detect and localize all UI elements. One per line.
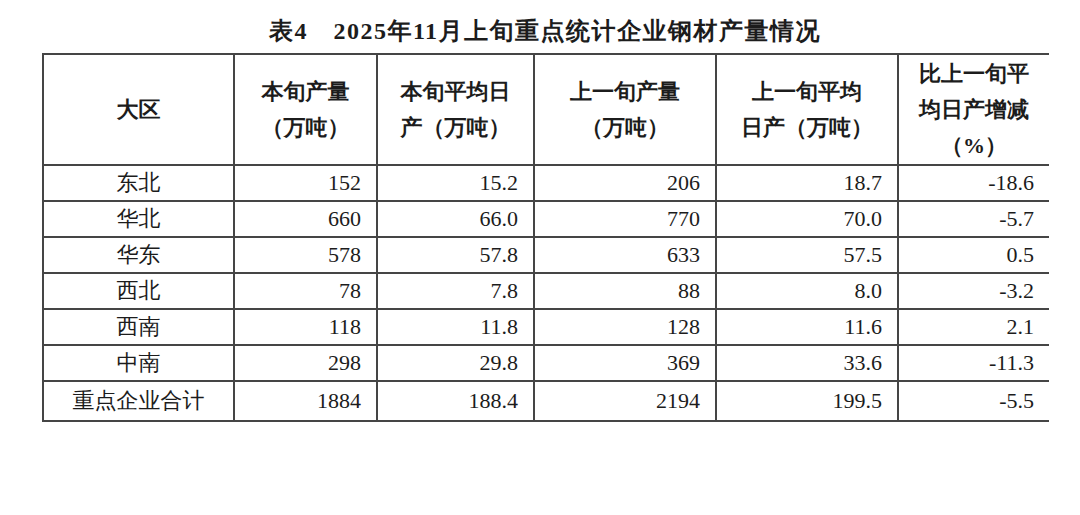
cell-change-pct: 2.1 bbox=[898, 309, 1049, 345]
cell-current-output: 298 bbox=[234, 345, 377, 381]
table-row: 中南 298 29.8 369 33.6 -11.3 bbox=[43, 345, 1049, 381]
cell-prev-daily-avg: 70.0 bbox=[716, 201, 898, 237]
header-line: 本旬产量 bbox=[241, 74, 370, 110]
table-row-total: 重点企业合计 1884 188.4 2194 199.5 -5.5 bbox=[43, 381, 1049, 421]
header-line: 上一旬平均 bbox=[723, 74, 891, 110]
header-line: 上一旬产量 bbox=[541, 74, 709, 110]
cell-change-pct: 0.5 bbox=[898, 237, 1049, 273]
cell-current-daily-avg: 57.8 bbox=[377, 237, 534, 273]
table-body: 东北 152 15.2 206 18.7 -18.6 华北 660 66.0 7… bbox=[43, 165, 1049, 421]
cell-current-daily-avg: 188.4 bbox=[377, 381, 534, 421]
cell-prev-output: 88 bbox=[534, 273, 716, 309]
header-line: （万吨） bbox=[541, 110, 709, 146]
cell-change-pct: -3.2 bbox=[898, 273, 1049, 309]
cell-prev-daily-avg: 199.5 bbox=[716, 381, 898, 421]
header-line: 比上一旬平 bbox=[905, 56, 1043, 92]
column-header-current-output: 本旬产量 （万吨） bbox=[234, 54, 377, 165]
table-title: 表4 2025年11月上旬重点统计企业钢材产量情况 bbox=[42, 16, 1048, 47]
header-line: 日产（万吨） bbox=[723, 110, 891, 146]
cell-region: 华东 bbox=[43, 237, 234, 273]
table-header: 大区 本旬产量 （万吨） 本旬平均日 产（万吨） 上一旬产量 （万吨） 上一旬平… bbox=[43, 54, 1049, 165]
table-row: 东北 152 15.2 206 18.7 -18.6 bbox=[43, 165, 1049, 201]
cell-region: 华北 bbox=[43, 201, 234, 237]
cell-current-output: 152 bbox=[234, 165, 377, 201]
header-line: 大区 bbox=[50, 92, 227, 128]
column-header-prev-output: 上一旬产量 （万吨） bbox=[534, 54, 716, 165]
cell-prev-output: 369 bbox=[534, 345, 716, 381]
cell-current-output: 78 bbox=[234, 273, 377, 309]
cell-prev-daily-avg: 33.6 bbox=[716, 345, 898, 381]
table-row: 西南 118 11.8 128 11.6 2.1 bbox=[43, 309, 1049, 345]
cell-region: 西北 bbox=[43, 273, 234, 309]
cell-prev-daily-avg: 57.5 bbox=[716, 237, 898, 273]
cell-prev-output: 633 bbox=[534, 237, 716, 273]
cell-change-pct: -5.5 bbox=[898, 381, 1049, 421]
header-line: 产（万吨） bbox=[384, 110, 527, 146]
cell-current-output: 118 bbox=[234, 309, 377, 345]
cell-change-pct: -11.3 bbox=[898, 345, 1049, 381]
column-header-current-daily-avg: 本旬平均日 产（万吨） bbox=[377, 54, 534, 165]
cell-current-daily-avg: 66.0 bbox=[377, 201, 534, 237]
cell-prev-output: 128 bbox=[534, 309, 716, 345]
cell-current-daily-avg: 29.8 bbox=[377, 345, 534, 381]
cell-change-pct: -18.6 bbox=[898, 165, 1049, 201]
header-row: 大区 本旬产量 （万吨） 本旬平均日 产（万吨） 上一旬产量 （万吨） 上一旬平… bbox=[43, 54, 1049, 165]
cell-region: 西南 bbox=[43, 309, 234, 345]
cell-region: 重点企业合计 bbox=[43, 381, 234, 421]
cell-current-output: 578 bbox=[234, 237, 377, 273]
column-header-change-pct: 比上一旬平 均日产增减 （%） bbox=[898, 54, 1049, 165]
header-line: 本旬平均日 bbox=[384, 74, 527, 110]
column-header-prev-daily-avg: 上一旬平均 日产（万吨） bbox=[716, 54, 898, 165]
cell-prev-output: 770 bbox=[534, 201, 716, 237]
cell-region: 东北 bbox=[43, 165, 234, 201]
cell-current-daily-avg: 15.2 bbox=[377, 165, 534, 201]
table-row: 西北 78 7.8 88 8.0 -3.2 bbox=[43, 273, 1049, 309]
cell-current-output: 660 bbox=[234, 201, 377, 237]
cell-current-daily-avg: 11.8 bbox=[377, 309, 534, 345]
cell-current-output: 1884 bbox=[234, 381, 377, 421]
cell-current-daily-avg: 7.8 bbox=[377, 273, 534, 309]
header-line: （万吨） bbox=[241, 110, 370, 146]
cell-prev-output: 2194 bbox=[534, 381, 716, 421]
cell-prev-daily-avg: 18.7 bbox=[716, 165, 898, 201]
cell-prev-output: 206 bbox=[534, 165, 716, 201]
column-header-region: 大区 bbox=[43, 54, 234, 165]
table-row: 华东 578 57.8 633 57.5 0.5 bbox=[43, 237, 1049, 273]
cell-prev-daily-avg: 8.0 bbox=[716, 273, 898, 309]
cell-change-pct: -5.7 bbox=[898, 201, 1049, 237]
steel-production-table: 大区 本旬产量 （万吨） 本旬平均日 产（万吨） 上一旬产量 （万吨） 上一旬平… bbox=[42, 53, 1049, 422]
table-row: 华北 660 66.0 770 70.0 -5.7 bbox=[43, 201, 1049, 237]
cell-region: 中南 bbox=[43, 345, 234, 381]
header-line: 均日产增减 bbox=[905, 92, 1043, 128]
cell-prev-daily-avg: 11.6 bbox=[716, 309, 898, 345]
header-line: （%） bbox=[905, 128, 1043, 164]
